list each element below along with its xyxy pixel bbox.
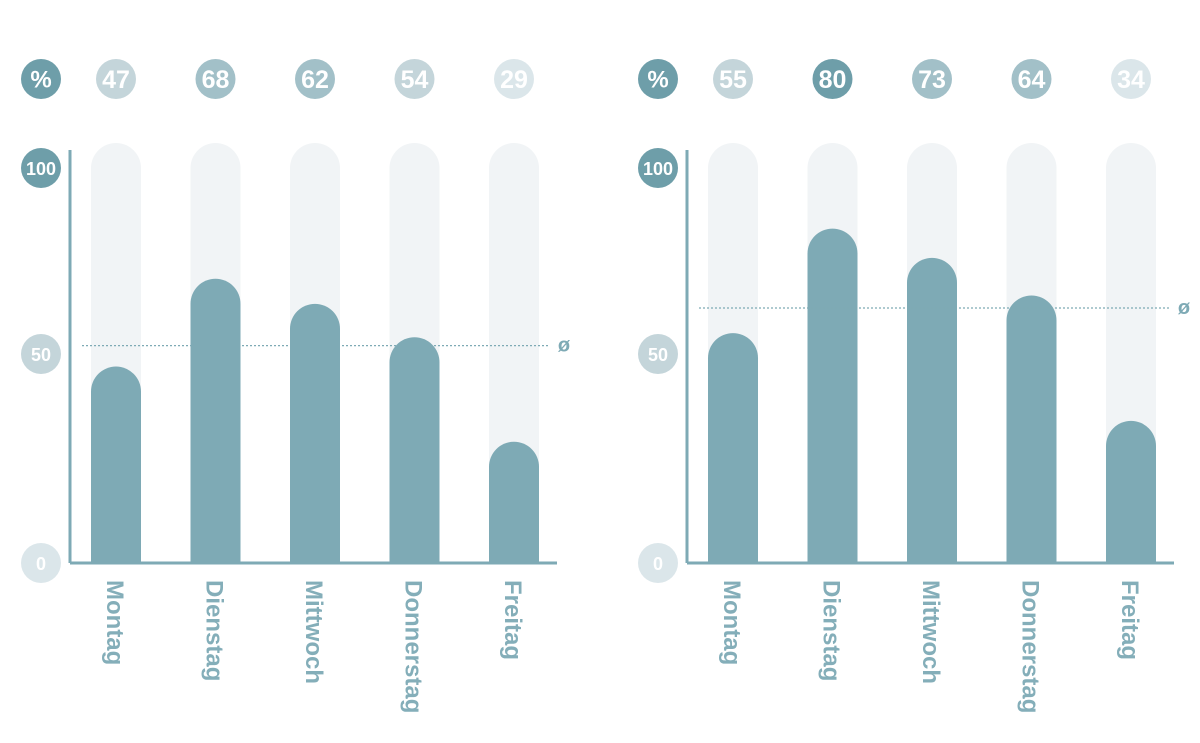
y-tick-label: 0: [36, 554, 46, 574]
data-label: 55: [719, 66, 747, 94]
y-tick-label: 100: [643, 159, 673, 179]
data-label: 29: [500, 66, 528, 94]
y-tick-badge: [638, 543, 678, 583]
bar-base: [708, 538, 758, 563]
y-tick-badge: [21, 543, 61, 583]
x-tick-label: Freitag: [1116, 580, 1143, 660]
y-tick-badge: [638, 148, 678, 188]
x-tick-label: Dienstag: [201, 580, 228, 681]
bar: [489, 441, 539, 563]
data-label: 62: [301, 66, 329, 94]
data-label: 54: [401, 66, 429, 94]
value-badge: [812, 59, 853, 99]
x-tick-label: Donnerstag: [400, 580, 427, 713]
bar-base: [1006, 538, 1057, 563]
value-badge: [713, 59, 753, 99]
x-tick-label: Dienstag: [818, 580, 845, 681]
y-tick-badge: [21, 334, 61, 374]
bar-base: [290, 538, 340, 563]
y-tick-label: 50: [31, 345, 51, 365]
y-tick-label: 50: [648, 345, 668, 365]
bar: [91, 366, 141, 563]
bar-base: [389, 538, 440, 563]
bar: [1006, 295, 1057, 563]
x-tick-label: Montag: [718, 580, 745, 665]
value-badge: [195, 59, 236, 99]
average-label: ø: [1178, 297, 1191, 319]
bar: [807, 228, 858, 563]
data-label: 47: [102, 66, 130, 94]
y-tick-badge: [21, 148, 61, 188]
bar-base: [907, 538, 957, 563]
bar: [708, 333, 758, 563]
value-badge: [1111, 59, 1151, 99]
y-tick-label: 0: [653, 554, 663, 574]
x-tick-label: Mittwoch: [917, 580, 944, 684]
bar-base: [807, 538, 858, 563]
y-tick-label: 100: [26, 159, 56, 179]
bar: [389, 337, 440, 563]
y-tick-badge: [638, 334, 678, 374]
data-label: 80: [819, 66, 847, 94]
value-badge: [394, 59, 435, 99]
value-badge: [494, 59, 534, 99]
unit-label: %: [30, 67, 51, 94]
bar: [290, 303, 340, 563]
bar-base: [489, 538, 539, 563]
unit-badge: [638, 59, 678, 99]
average-label: ø: [558, 335, 571, 357]
x-tick-label: Montag: [101, 580, 128, 665]
value-badge: [295, 59, 335, 99]
bar: [1106, 420, 1156, 563]
chart-2: 55 Montag 80 Dienstag 73 Mittwoch 64 Donnerstag…: [638, 59, 1191, 713]
bar: [907, 257, 957, 563]
data-label: 73: [918, 66, 946, 94]
bar-base: [1106, 538, 1156, 563]
data-label: 34: [1117, 66, 1145, 94]
bar-base: [190, 538, 241, 563]
data-label: 64: [1018, 66, 1046, 94]
unit-label: %: [647, 67, 668, 94]
x-tick-label: Donnerstag: [1017, 580, 1044, 713]
value-badge: [96, 59, 136, 99]
x-tick-label: Freitag: [499, 580, 526, 660]
chart-1: 47 Montag 68 Dienstag 62 Mittwoch 54 Donnerstag…: [21, 59, 571, 713]
value-badge: [912, 59, 952, 99]
data-label: 68: [202, 66, 230, 94]
bar: [190, 278, 241, 563]
bar-base: [91, 538, 141, 563]
x-tick-label: Mittwoch: [300, 580, 327, 684]
unit-badge: [21, 59, 61, 99]
value-badge: [1011, 59, 1052, 99]
